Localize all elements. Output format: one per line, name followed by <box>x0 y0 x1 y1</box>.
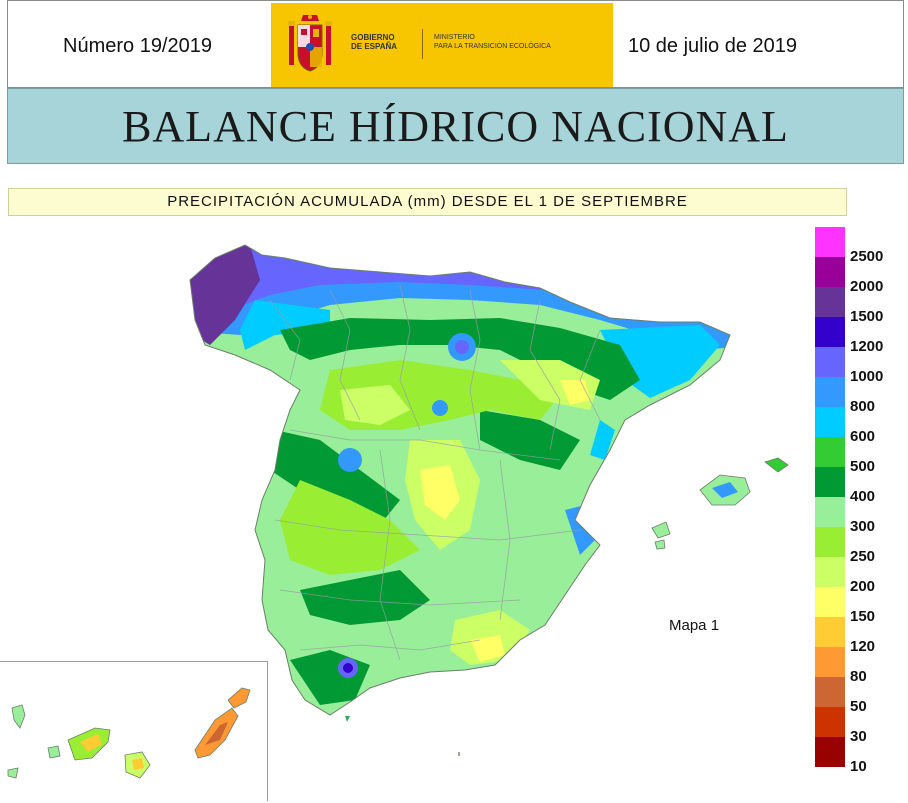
legend-swatch <box>815 617 845 647</box>
ministerio-text: MINISTERIO PARA LA TRANSICIÓN ECOLÓGICA <box>434 34 551 50</box>
map-label: Mapa 1 <box>669 617 720 634</box>
legend-swatch <box>815 227 845 257</box>
legend-label: 150 <box>850 608 876 625</box>
legend-swatch <box>815 707 845 737</box>
canary-islands <box>7 687 251 779</box>
legend-swatch <box>815 467 845 497</box>
legend-label: 300 <box>850 518 876 535</box>
legend-label: 500 <box>850 458 876 475</box>
legend-label: 1500 <box>850 308 884 325</box>
legend-label: 80 <box>850 668 867 685</box>
legend-label: 50 <box>850 698 867 715</box>
legend-label: 30 <box>850 728 867 745</box>
legend-swatch <box>815 347 845 377</box>
precipitation-legend: 2500 2000 1500 1200 1000 800 600 500 400 300 250 20… <box>815 227 908 775</box>
legend-swatch <box>815 647 845 677</box>
legend-swatch <box>815 377 845 407</box>
legend-swatch <box>815 677 845 707</box>
canary-inset-frame <box>0 661 268 801</box>
legend-swatch <box>815 287 845 317</box>
page-title: BALANCE HÍDRICO NACIONAL <box>122 102 789 151</box>
legend-label: 2000 <box>850 278 884 295</box>
legend-label: 200 <box>850 578 876 595</box>
legend-swatch <box>815 587 845 617</box>
legend-swatch <box>815 437 845 467</box>
legend-label: 600 <box>850 428 876 445</box>
ceuta-mark <box>345 716 350 722</box>
legend-swatch <box>815 407 845 437</box>
legend-label: 800 <box>850 398 876 415</box>
issue-number: Número 19/2019 <box>63 35 212 57</box>
legend-label: 1000 <box>850 368 884 385</box>
legend-swatch <box>815 317 845 347</box>
title-banner: BALANCE HÍDRICO NACIONAL <box>7 88 904 164</box>
legend-swatch <box>815 737 845 767</box>
legend-label: 250 <box>850 548 876 565</box>
iberian-peninsula <box>189 244 731 716</box>
header-bar: Número 19/2019 GOBIERNO DE ESPAÑA MINIST… <box>7 0 904 88</box>
logo-divider <box>422 29 423 59</box>
subtitle-banner: PRECIPITACIÓN ACUMULADA (mm) DESDE EL 1 … <box>8 188 847 216</box>
legend-label: 10 <box>850 758 867 775</box>
balearic-islands <box>651 457 789 550</box>
legend-label: 1200 <box>850 338 884 355</box>
legend-swatch <box>815 527 845 557</box>
legend-swatch <box>815 257 845 287</box>
legend-swatch <box>815 557 845 587</box>
legend-label: 400 <box>850 488 876 505</box>
government-logo: GOBIERNO DE ESPAÑA MINISTERIO PARA LA TR… <box>271 3 613 87</box>
gobierno-text: GOBIERNO DE ESPAÑA <box>351 33 398 51</box>
legend-label: 120 <box>850 638 876 655</box>
legend-label: 2500 <box>850 248 884 265</box>
coat-of-arms-icon <box>288 15 332 72</box>
precipitation-map <box>7 244 789 779</box>
melilla-mark <box>458 752 460 756</box>
map-subtitle: PRECIPITACIÓN ACUMULADA (mm) DESDE EL 1 … <box>167 193 688 210</box>
legend-swatch <box>815 497 845 527</box>
publication-date: 10 de julio de 2019 <box>628 35 798 57</box>
